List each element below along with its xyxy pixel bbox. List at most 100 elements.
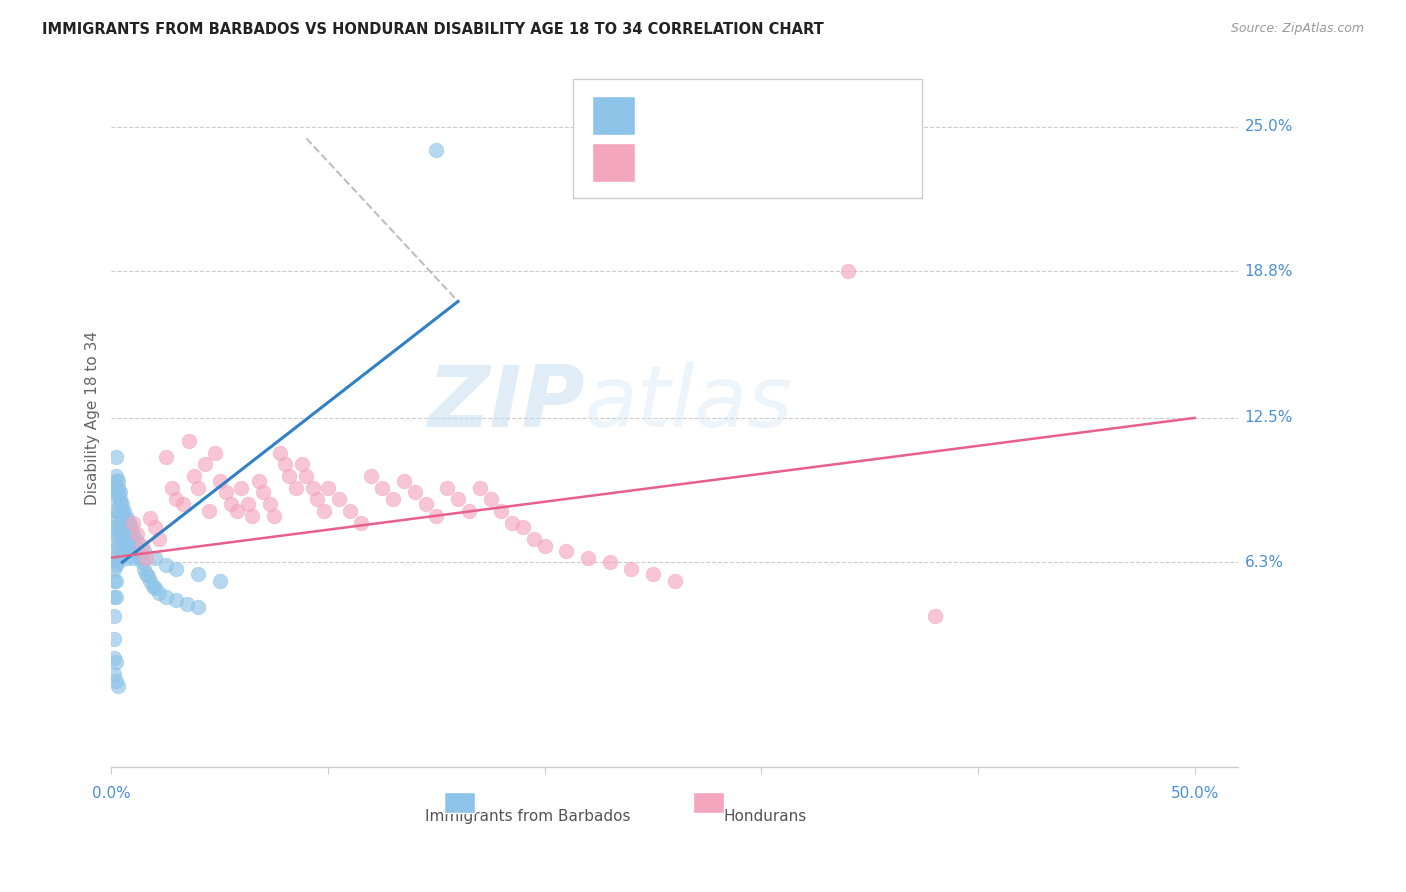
Point xyxy=(263,508,285,523)
Point xyxy=(122,516,145,530)
Point xyxy=(259,497,281,511)
Point xyxy=(523,532,546,546)
Point xyxy=(148,585,170,599)
Point xyxy=(107,679,129,693)
FancyBboxPatch shape xyxy=(592,144,636,182)
Point xyxy=(252,485,274,500)
Point xyxy=(104,574,127,588)
Point xyxy=(382,492,405,507)
Point xyxy=(415,497,437,511)
Point xyxy=(135,566,157,581)
Point xyxy=(103,667,125,681)
Text: Immigrants from Barbados: Immigrants from Barbados xyxy=(426,809,631,824)
Text: IMMIGRANTS FROM BARBADOS VS HONDURAN DISABILITY AGE 18 TO 34 CORRELATION CHART: IMMIGRANTS FROM BARBADOS VS HONDURAN DIS… xyxy=(42,22,824,37)
FancyBboxPatch shape xyxy=(592,96,636,135)
Point xyxy=(107,481,129,495)
Point xyxy=(111,520,134,534)
Point xyxy=(247,474,270,488)
Point xyxy=(103,574,125,588)
Point xyxy=(457,504,479,518)
Point xyxy=(108,497,131,511)
Point xyxy=(436,481,458,495)
Point xyxy=(278,469,301,483)
Point xyxy=(104,511,127,525)
Point xyxy=(120,543,142,558)
Point xyxy=(104,469,127,483)
Point xyxy=(204,446,226,460)
Point xyxy=(107,539,129,553)
Point xyxy=(115,511,138,525)
Text: N = 65: N = 65 xyxy=(776,153,838,172)
Point xyxy=(127,543,149,558)
Point xyxy=(112,511,135,525)
Point xyxy=(124,539,146,553)
Point xyxy=(425,143,447,157)
Point xyxy=(111,497,134,511)
Point xyxy=(491,504,513,518)
Point xyxy=(111,504,134,518)
Point xyxy=(122,550,145,565)
Point xyxy=(312,504,335,518)
Point xyxy=(302,481,325,495)
Point xyxy=(291,458,314,472)
Point xyxy=(165,562,187,576)
Point xyxy=(108,485,131,500)
Point xyxy=(599,555,621,569)
Point xyxy=(115,516,138,530)
Point xyxy=(104,674,127,689)
Point xyxy=(576,550,599,565)
Text: 25.0%: 25.0% xyxy=(1244,120,1292,135)
Point xyxy=(127,527,149,541)
Point xyxy=(226,504,249,518)
Point xyxy=(837,264,859,278)
Point xyxy=(165,492,187,507)
Point xyxy=(103,608,125,623)
Point xyxy=(219,497,242,511)
Text: 50.0%: 50.0% xyxy=(1170,786,1219,801)
Point xyxy=(240,508,263,523)
Point xyxy=(295,469,318,483)
Point xyxy=(104,492,127,507)
Point xyxy=(103,650,125,665)
Point xyxy=(139,511,162,525)
Text: 18.8%: 18.8% xyxy=(1244,264,1292,278)
Point xyxy=(316,481,339,495)
Point xyxy=(533,539,555,553)
Point xyxy=(115,550,138,565)
Point xyxy=(193,458,215,472)
Point xyxy=(479,492,502,507)
Point xyxy=(122,527,145,541)
Point xyxy=(108,516,131,530)
Text: 6.3%: 6.3% xyxy=(1244,555,1284,570)
Point xyxy=(155,591,177,605)
Point xyxy=(131,539,153,553)
Text: Hondurans: Hondurans xyxy=(723,809,807,824)
Point xyxy=(104,656,127,670)
Point xyxy=(187,481,209,495)
Point xyxy=(148,532,170,546)
Point xyxy=(122,532,145,546)
Point xyxy=(620,562,643,576)
Point xyxy=(142,578,165,592)
Point xyxy=(339,504,361,518)
Text: 0.0%: 0.0% xyxy=(91,786,131,801)
Point xyxy=(215,485,238,500)
Point xyxy=(183,469,205,483)
Point xyxy=(404,485,426,500)
Point xyxy=(107,555,129,569)
Point xyxy=(236,497,259,511)
FancyBboxPatch shape xyxy=(574,79,922,198)
Text: 12.5%: 12.5% xyxy=(1244,410,1292,425)
Point xyxy=(107,504,129,518)
Point xyxy=(108,492,131,507)
Point xyxy=(143,581,166,595)
Point xyxy=(187,566,209,581)
Text: atlas: atlas xyxy=(585,362,793,445)
Point xyxy=(115,534,138,549)
Point xyxy=(447,492,470,507)
Point xyxy=(165,592,187,607)
Point xyxy=(108,532,131,546)
Point xyxy=(143,520,166,534)
Point xyxy=(103,520,125,534)
Point xyxy=(118,516,141,530)
